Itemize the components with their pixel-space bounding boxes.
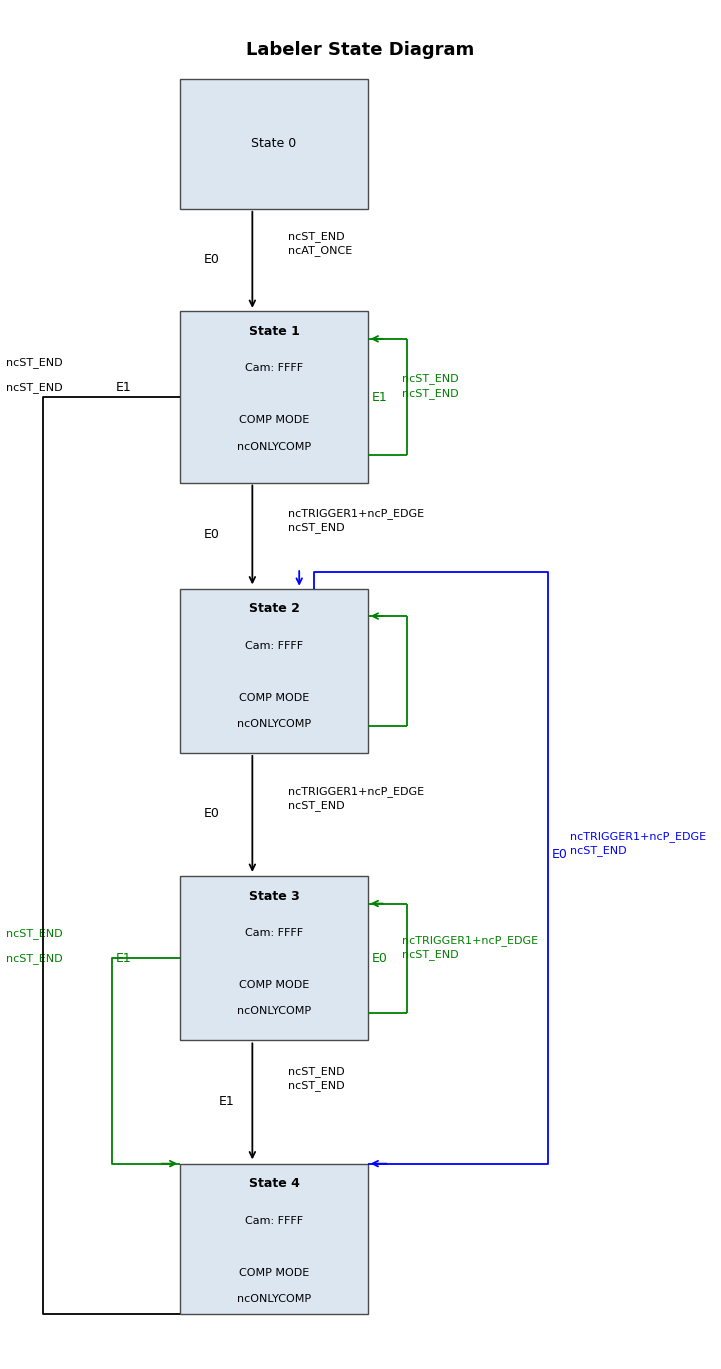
Text: ncST_END
ncST_END: ncST_END ncST_END <box>402 374 459 398</box>
Text: E1: E1 <box>218 1095 234 1108</box>
Text: State 3: State 3 <box>249 890 299 902</box>
Text: Labeler State Diagram: Labeler State Diagram <box>247 41 474 59</box>
Text: ncTRIGGER1+ncP_EDGE
ncST_END: ncTRIGGER1+ncP_EDGE ncST_END <box>402 935 539 960</box>
Text: ncST_END: ncST_END <box>6 382 63 393</box>
Bar <box>180 876 368 1040</box>
Text: ncST_END
ncST_END: ncST_END ncST_END <box>288 1066 345 1091</box>
Text: Cam: FFFF: Cam: FFFF <box>245 928 303 938</box>
Text: ncONLYCOMP: ncONLYCOMP <box>237 1294 311 1303</box>
Text: State 4: State 4 <box>249 1177 299 1190</box>
Bar <box>180 79 368 208</box>
Text: ncTRIGGER1+ncP_EDGE
ncST_END: ncTRIGGER1+ncP_EDGE ncST_END <box>288 508 425 533</box>
Text: ncST_END: ncST_END <box>6 928 63 939</box>
Text: COMP MODE: COMP MODE <box>239 1268 309 1277</box>
Bar <box>180 312 368 483</box>
Text: E0: E0 <box>204 528 220 541</box>
Text: E0: E0 <box>371 951 387 965</box>
Text: State 0: State 0 <box>252 137 296 151</box>
Bar <box>180 1164 368 1314</box>
Text: State 1: State 1 <box>249 326 299 338</box>
Text: ncONLYCOMP: ncONLYCOMP <box>237 1006 311 1016</box>
Text: E0: E0 <box>204 253 220 266</box>
Text: E0: E0 <box>204 808 220 820</box>
Text: Cam: FFFF: Cam: FFFF <box>245 641 303 650</box>
Text: ncST_END
ncAT_ONCE: ncST_END ncAT_ONCE <box>288 231 353 256</box>
Text: ncST_END: ncST_END <box>6 953 63 964</box>
Text: State 2: State 2 <box>249 602 299 615</box>
Text: Cam: FFFF: Cam: FFFF <box>245 1216 303 1225</box>
Text: ncTRIGGER1+ncP_EDGE
ncST_END: ncTRIGGER1+ncP_EDGE ncST_END <box>570 831 706 856</box>
Text: ncONLYCOMP: ncONLYCOMP <box>237 442 311 452</box>
Text: ncTRIGGER1+ncP_EDGE
ncST_END: ncTRIGGER1+ncP_EDGE ncST_END <box>288 786 425 810</box>
Text: E1: E1 <box>115 381 131 394</box>
Text: COMP MODE: COMP MODE <box>239 980 309 990</box>
Text: ncONLYCOMP: ncONLYCOMP <box>237 719 311 728</box>
Text: ncST_END: ncST_END <box>6 357 63 368</box>
Text: COMP MODE: COMP MODE <box>239 416 309 426</box>
Text: COMP MODE: COMP MODE <box>239 693 309 702</box>
Bar <box>180 589 368 753</box>
Text: E0: E0 <box>552 847 567 861</box>
Text: E1: E1 <box>371 390 387 404</box>
Text: E1: E1 <box>115 951 131 965</box>
Text: Cam: FFFF: Cam: FFFF <box>245 364 303 374</box>
